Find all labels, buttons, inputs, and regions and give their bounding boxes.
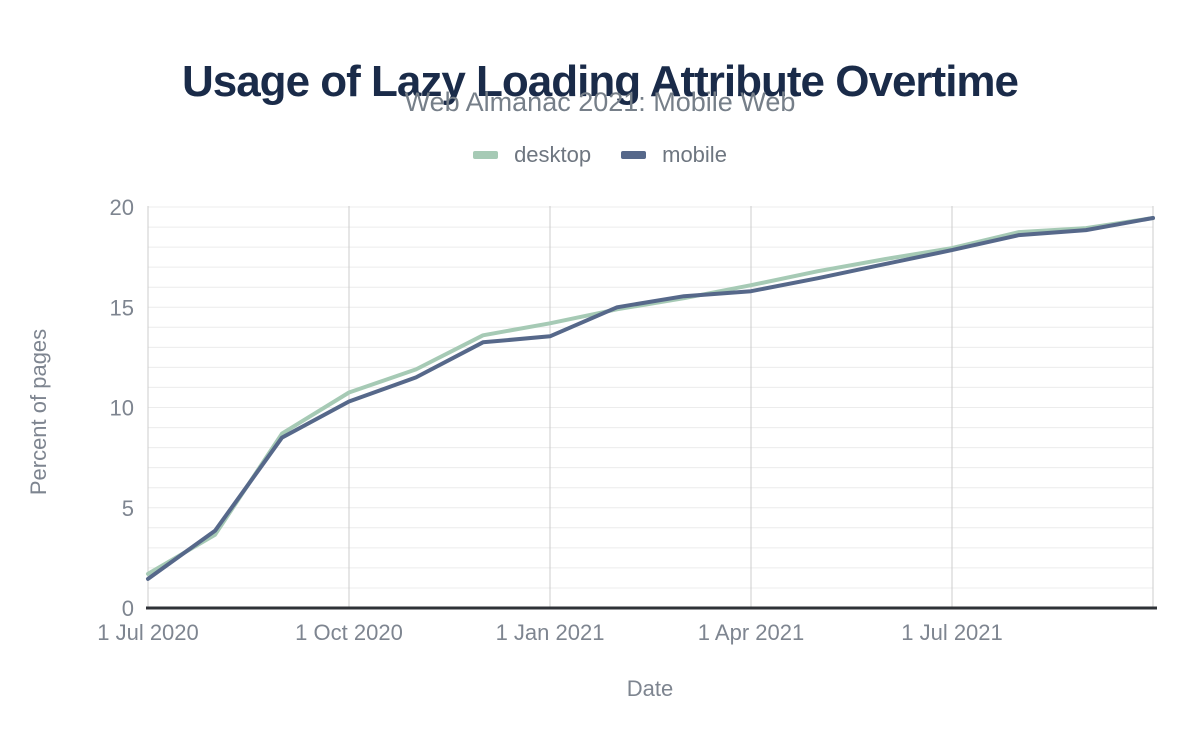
- y-tick-label: 5: [122, 496, 134, 521]
- desktop-series-line: [146, 216, 1155, 576]
- y-tick-label: 0: [122, 596, 134, 621]
- x-tick-label: 1 Jul 2020: [97, 620, 199, 645]
- chart-subtitle: Web Almanac 2021: Mobile Web: [404, 87, 796, 117]
- mobile-series-line: [146, 216, 1155, 581]
- chart-title: Usage of Lazy Loading Attribute Overtime: [181, 57, 1019, 107]
- x-tick-label: 1 Oct 2020: [295, 620, 403, 645]
- y-tick-label: 10: [110, 396, 134, 421]
- y-axis-title: Percent of pages: [26, 329, 51, 495]
- legend-item-desktop[interactable]: desktop: [473, 142, 591, 168]
- x-axis-title: Date: [627, 676, 673, 701]
- x-axis-tick-labels: 1 Jul 2020 1 Oct 2020 1 Jan 2021 1 Apr 2021…: [97, 620, 1003, 645]
- minor-gridlines: [148, 206, 1153, 589]
- y-tick-label: 15: [110, 295, 134, 320]
- legend-item-mobile[interactable]: mobile: [621, 142, 727, 168]
- series-lines: [146, 216, 1155, 581]
- x-tick-label: 1 Jan 2021: [496, 620, 605, 645]
- x-tick-label: 1 Apr 2021: [698, 620, 804, 645]
- y-axis-tick-labels: 0 5 10 15 20: [110, 195, 134, 621]
- legend-label-desktop: desktop: [514, 142, 592, 167]
- legend: desktop mobile: [0, 142, 1200, 168]
- desktop-series-swatch-icon: [473, 151, 499, 159]
- x-tick-label: 1 Jul 2021: [901, 620, 1003, 645]
- major-gridlines: [147, 206, 1154, 608]
- legend-label-mobile: mobile: [662, 142, 727, 167]
- mobile-series-swatch-icon: [621, 151, 647, 159]
- y-tick-label: 20: [110, 195, 134, 220]
